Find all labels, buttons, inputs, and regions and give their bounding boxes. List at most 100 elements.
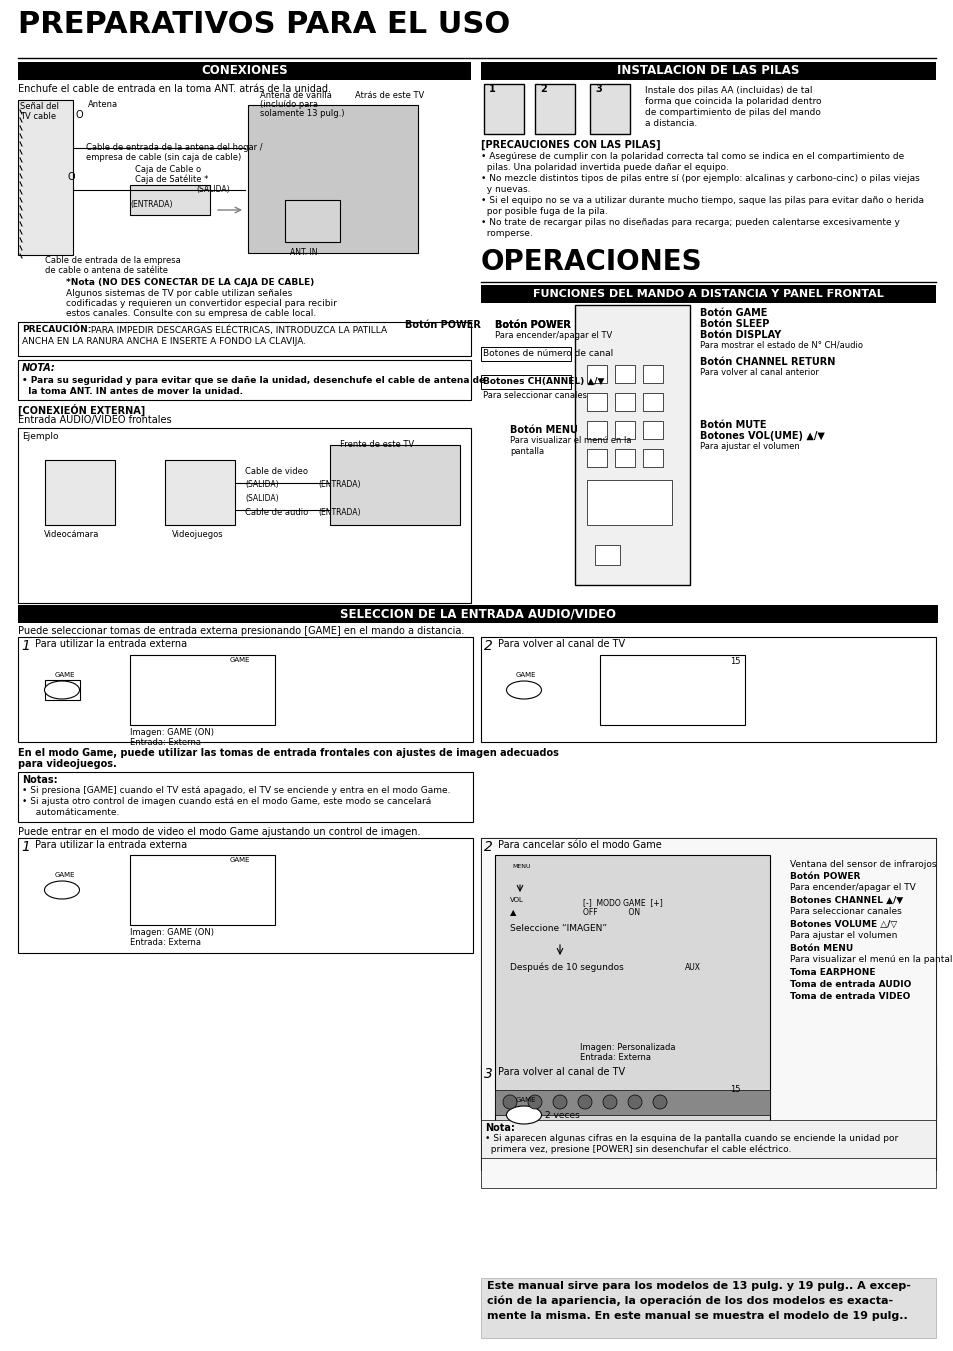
Text: Cable de video: Cable de video: [245, 467, 308, 476]
Text: 2 veces: 2 veces: [544, 1111, 579, 1120]
Text: GAME: GAME: [55, 871, 75, 878]
Text: Para volver al canal de TV: Para volver al canal de TV: [497, 639, 624, 648]
Bar: [642, 449, 662, 467]
Text: GAME: GAME: [230, 657, 251, 663]
Bar: [18, 838, 473, 952]
Text: • Si aparecen algunas cifras en la esquina de la pantalla cuando se enciende la : • Si aparecen algunas cifras en la esqui…: [484, 1133, 898, 1143]
Text: Botón DISPLAY: Botón DISPLAY: [700, 330, 781, 340]
Text: de cable o antena de satélite: de cable o antena de satélite: [45, 266, 168, 276]
Bar: [165, 459, 234, 526]
Text: Entrada: Externa: Entrada: Externa: [130, 738, 201, 747]
Text: Botón CHANNEL RETURN: Botón CHANNEL RETURN: [700, 357, 835, 367]
Text: automáticamente.: automáticamente.: [30, 808, 119, 817]
Text: Para encender/apagar el TV: Para encender/apagar el TV: [789, 884, 915, 892]
Text: Para utilizar la entrada externa: Para utilizar la entrada externa: [35, 639, 187, 648]
Bar: [480, 638, 935, 742]
Text: Botón GAME: Botón GAME: [700, 308, 766, 317]
Text: • No trate de recargar pilas no diseñadas para recarga; pueden calentarse excesi: • No trate de recargar pilas no diseñada…: [480, 218, 899, 227]
Text: Botón POWER: Botón POWER: [405, 320, 480, 330]
Bar: [18, 638, 473, 742]
Text: romperse.: romperse.: [480, 230, 532, 238]
Text: PREPARATIVOS PARA EL USO: PREPARATIVOS PARA EL USO: [18, 9, 510, 39]
Text: PRECAUCIÓN:: PRECAUCIÓN:: [22, 326, 91, 334]
Text: Toma EARPHONE: Toma EARPHONE: [789, 969, 875, 977]
Text: GAME: GAME: [55, 671, 75, 678]
Bar: [18, 322, 471, 357]
Bar: [330, 444, 459, 526]
Text: Botones CH(ANNEL) ▲/▼: Botones CH(ANNEL) ▲/▼: [482, 377, 604, 386]
Text: codificadas y requieren un convertidor especial para recibir: codificadas y requieren un convertidor e…: [66, 299, 336, 308]
Text: [PRECAUCIONES CON LAS PILAS]: [PRECAUCIONES CON LAS PILAS]: [480, 141, 659, 150]
Text: Puede entrar en el modo de video el modo Game ajustando un control de imagen.: Puede entrar en el modo de video el modo…: [18, 827, 420, 838]
Text: Entrada: Externa: Entrada: Externa: [130, 938, 201, 947]
Text: En el modo Game, puede utilizar las tomas de entrada frontales con ajustes de im: En el modo Game, puede utilizar las toma…: [18, 748, 558, 758]
Bar: [615, 365, 635, 382]
Bar: [18, 62, 471, 80]
Text: Botón POWER: Botón POWER: [495, 320, 571, 330]
Text: 15: 15: [729, 1085, 740, 1094]
Text: empresa de cable (sin caja de cable): empresa de cable (sin caja de cable): [86, 153, 241, 162]
Text: Botón POWER: Botón POWER: [789, 871, 860, 881]
Bar: [130, 855, 274, 925]
Text: Botones VOLUME △/▽: Botones VOLUME △/▽: [789, 920, 897, 929]
Bar: [599, 1082, 744, 1152]
Text: FUNCIONES DEL MANDO A DISTANCIA Y PANEL FRONTAL: FUNCIONES DEL MANDO A DISTANCIA Y PANEL …: [533, 289, 882, 299]
Ellipse shape: [45, 881, 79, 898]
Text: Este manual sirve para los modelos de 13 pulg. y 19 pulg.. A excep-: Este manual sirve para los modelos de 13…: [486, 1281, 910, 1292]
Text: ANCHA EN LA RANURA ANCHA E INSERTE A FONDO LA CLAVIJA.: ANCHA EN LA RANURA ANCHA E INSERTE A FON…: [22, 336, 306, 346]
Bar: [642, 365, 662, 382]
Bar: [575, 305, 689, 585]
Bar: [642, 393, 662, 411]
Text: ▲: ▲: [510, 908, 516, 917]
Text: Botón SLEEP: Botón SLEEP: [700, 319, 768, 330]
Bar: [45, 680, 80, 700]
Bar: [586, 422, 606, 439]
Bar: [480, 285, 935, 303]
Text: 1: 1: [21, 840, 30, 854]
Text: Caja de Cable o: Caja de Cable o: [135, 165, 201, 174]
Text: O: O: [68, 172, 75, 182]
Text: Botones CHANNEL ▲/▼: Botones CHANNEL ▲/▼: [789, 896, 902, 905]
Text: 1: 1: [21, 639, 30, 653]
Text: Para cancelar sólo el modo Game: Para cancelar sólo el modo Game: [497, 840, 661, 850]
Text: Cable de audio: Cable de audio: [245, 508, 308, 517]
Text: a distancia.: a distancia.: [644, 119, 697, 128]
Text: Para seleccionar canales: Para seleccionar canales: [482, 390, 586, 400]
Bar: [615, 449, 635, 467]
Text: Botones VOL(UME) ▲/▼: Botones VOL(UME) ▲/▼: [700, 431, 824, 440]
Text: • Si presiona [GAME] cuando el TV está apagado, el TV se enciende y entra en el : • Si presiona [GAME] cuando el TV está a…: [22, 786, 450, 794]
Text: Videocámara: Videocámara: [44, 530, 99, 539]
Text: Para volver al canal de TV: Para volver al canal de TV: [497, 1067, 624, 1077]
Text: solamente 13 pulg.): solamente 13 pulg.): [260, 109, 344, 118]
Text: Imagen: Personalizada: Imagen: Personalizada: [579, 1043, 675, 1052]
Text: Toma de entrada AUDIO: Toma de entrada AUDIO: [789, 979, 910, 989]
Bar: [480, 1120, 935, 1158]
Text: 15: 15: [729, 657, 740, 666]
Text: pantalla: pantalla: [510, 447, 543, 457]
Text: Seleccione “IMAGEN”: Seleccione “IMAGEN”: [510, 924, 606, 934]
Text: VOL: VOL: [510, 897, 523, 902]
Text: 3: 3: [595, 84, 601, 95]
Bar: [18, 605, 937, 623]
Text: NOTA:: NOTA:: [22, 363, 55, 373]
Text: la toma ANT. IN antes de mover la unidad.: la toma ANT. IN antes de mover la unidad…: [22, 386, 243, 396]
Ellipse shape: [502, 1096, 517, 1109]
Ellipse shape: [45, 681, 79, 698]
Bar: [130, 185, 210, 215]
Bar: [599, 655, 744, 725]
Text: Entrada AUDIO/VIDEO frontales: Entrada AUDIO/VIDEO frontales: [18, 415, 172, 426]
Text: Nota:: Nota:: [484, 1123, 515, 1133]
Text: Botón MUTE: Botón MUTE: [700, 420, 765, 430]
Text: Botón MENU: Botón MENU: [510, 426, 578, 435]
Ellipse shape: [578, 1096, 592, 1109]
Text: GAME: GAME: [230, 857, 251, 863]
Bar: [615, 393, 635, 411]
Text: Ventana del sensor de infrarojos: Ventana del sensor de infrarojos: [789, 861, 936, 869]
Text: Entrada: Externa: Entrada: Externa: [579, 1052, 650, 1062]
Text: (SALIDA): (SALIDA): [245, 480, 278, 489]
Text: Enchufe el cable de entrada en la toma ANT. atrás de la unidad.: Enchufe el cable de entrada en la toma A…: [18, 84, 331, 95]
Bar: [579, 961, 700, 1040]
Text: forma que coincida la polaridad dentro: forma que coincida la polaridad dentro: [644, 97, 821, 105]
Ellipse shape: [627, 1096, 641, 1109]
Ellipse shape: [527, 1096, 541, 1109]
